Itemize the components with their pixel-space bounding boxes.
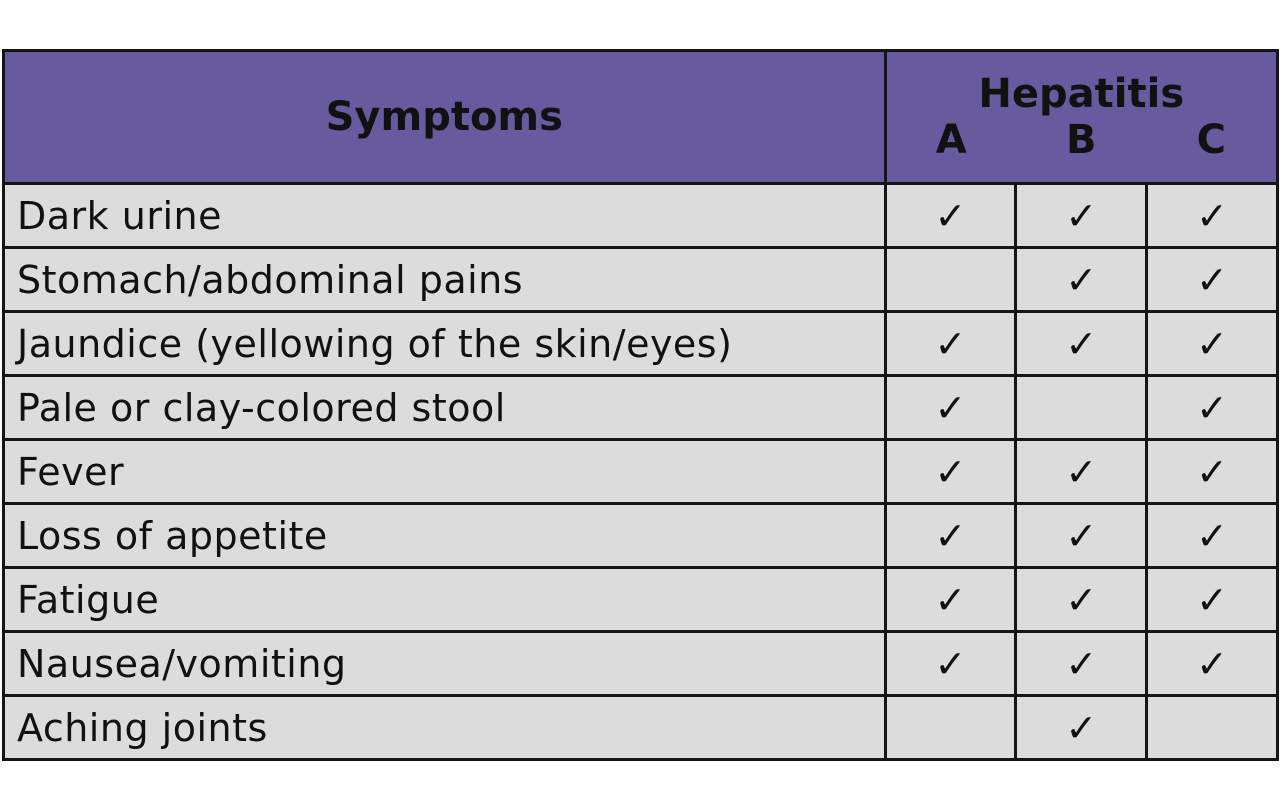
check-icon-hepatitis-a: ✓ <box>883 630 1018 697</box>
table-row: Fatigue ✓ ✓ ✓ <box>2 566 1279 633</box>
check-icon-hepatitis-b: ✓ <box>1014 694 1149 761</box>
symptom-cell: Fatigue <box>2 566 887 633</box>
check-icon-hepatitis-c <box>1145 694 1279 761</box>
check-icon-hepatitis-c: ✓ <box>1145 246 1279 313</box>
check-icon-hepatitis-a <box>883 246 1018 313</box>
check-icon-hepatitis-c: ✓ <box>1145 630 1279 697</box>
check-icon-hepatitis-c: ✓ <box>1145 374 1279 441</box>
check-icon-hepatitis-a: ✓ <box>883 502 1018 569</box>
check-icon-hepatitis-a: ✓ <box>883 566 1018 633</box>
check-icon-hepatitis-b <box>1014 374 1149 441</box>
table-row: Nausea/vomiting ✓ ✓ ✓ <box>2 630 1279 697</box>
check-icon-hepatitis-a: ✓ <box>883 182 1018 249</box>
check-icon-hepatitis-a: ✓ <box>883 310 1018 377</box>
type-a-header: A <box>883 117 1016 185</box>
table-row: Stomach/abdominal pains ✓ ✓ <box>2 246 1279 313</box>
symptom-cell: Loss of appetite <box>2 502 887 569</box>
symptom-cell: Stomach/abdominal pains <box>2 246 887 313</box>
check-icon-hepatitis-c: ✓ <box>1145 502 1279 569</box>
check-icon-hepatitis-a: ✓ <box>883 438 1018 505</box>
table-row: Loss of appetite ✓ ✓ ✓ <box>2 502 1279 569</box>
symptom-cell: Nausea/vomiting <box>2 630 887 697</box>
check-icon-hepatitis-c: ✓ <box>1145 438 1279 505</box>
symptoms-header: Symptoms <box>2 49 887 185</box>
table-row: Jaundice (yellowing of the skin/eyes) ✓ ✓ ✓ <box>2 310 1279 377</box>
symptom-cell: Fever <box>2 438 887 505</box>
check-icon-hepatitis-c: ✓ <box>1145 566 1279 633</box>
table-row: Pale or clay-colored stool ✓ ✓ <box>2 374 1279 441</box>
check-icon-hepatitis-a: ✓ <box>883 374 1018 441</box>
symptom-cell: Aching joints <box>2 694 887 761</box>
hepatitis-symptoms-table: Symptoms Hepatitis A B C Dark urine ✓ ✓ ✓ St… <box>2 49 1280 761</box>
symptom-cell: Dark urine <box>2 182 887 249</box>
symptom-cell: Pale or clay-colored stool <box>2 374 887 441</box>
check-icon-hepatitis-b: ✓ <box>1014 438 1149 505</box>
table-row: Dark urine ✓ ✓ ✓ <box>2 182 1279 249</box>
check-icon-hepatitis-a <box>883 694 1018 761</box>
check-icon-hepatitis-b: ✓ <box>1014 502 1149 569</box>
check-icon-hepatitis-b: ✓ <box>1014 630 1149 697</box>
check-icon-hepatitis-b: ✓ <box>1014 182 1149 249</box>
table-row: Aching joints ✓ <box>2 694 1279 761</box>
table-row: Fever ✓ ✓ ✓ <box>2 438 1279 505</box>
check-icon-hepatitis-c: ✓ <box>1145 182 1279 249</box>
symptom-cell: Jaundice (yellowing of the skin/eyes) <box>2 310 887 377</box>
type-c-header: C <box>1146 117 1279 185</box>
check-icon-hepatitis-b: ✓ <box>1014 310 1149 377</box>
check-icon-hepatitis-c: ✓ <box>1145 310 1279 377</box>
check-icon-hepatitis-b: ✓ <box>1014 246 1149 313</box>
hepatitis-header: Hepatitis <box>883 49 1280 117</box>
type-b-header: B <box>1015 117 1147 185</box>
check-icon-hepatitis-b: ✓ <box>1014 566 1149 633</box>
